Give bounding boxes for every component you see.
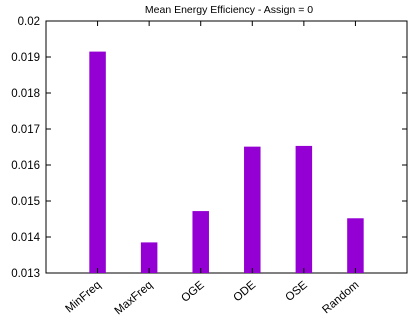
bar bbox=[192, 211, 209, 273]
y-tick-label: 0.015 bbox=[11, 196, 40, 208]
y-tick-label: 0.014 bbox=[11, 232, 40, 244]
x-tick-label: Random bbox=[320, 279, 361, 316]
y-tick-label: 0.018 bbox=[11, 88, 40, 100]
bar bbox=[140, 242, 158, 273]
x-tick-label: ODE bbox=[231, 279, 258, 304]
y-tick-label: 0.013 bbox=[11, 268, 40, 280]
x-tick-label: OSE bbox=[283, 279, 310, 304]
y-tick-label: 0.019 bbox=[11, 52, 40, 64]
y-tick-label: 0.017 bbox=[11, 124, 40, 136]
x-tick-label: MinFreq bbox=[63, 279, 103, 315]
chart-title: Mean Energy Efficiency - Assign = 0 bbox=[145, 4, 313, 16]
bar bbox=[244, 146, 261, 273]
x-tick-label: MaxFreq bbox=[113, 279, 155, 317]
plot-frame bbox=[45, 20, 408, 274]
y-tick-label: 0.016 bbox=[11, 160, 40, 172]
x-tick-label: OGE bbox=[179, 279, 207, 305]
y-tick-label: 0.02 bbox=[18, 16, 40, 28]
plot-area: 0.013 0.014 0.015 0.016 0.017 0.018 0.019 0.02 M… bbox=[11, 16, 408, 317]
bar bbox=[89, 51, 106, 273]
bar bbox=[347, 218, 364, 273]
bar bbox=[295, 145, 313, 273]
